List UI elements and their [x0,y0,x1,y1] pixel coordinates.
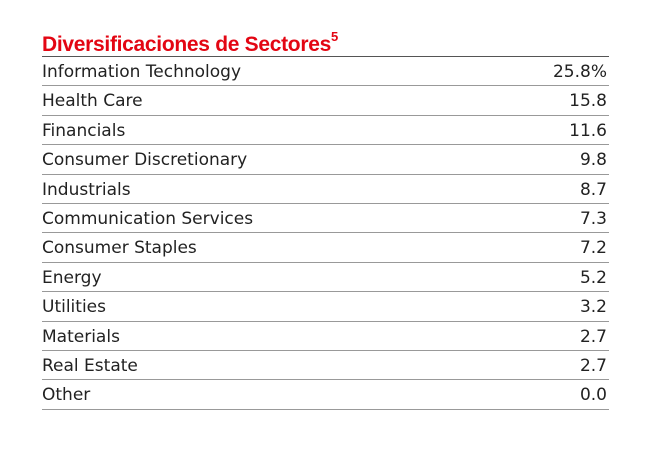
footnote-ref: 5 [330,29,338,44]
sector-label: Consumer Discretionary [42,150,248,171]
sector-value: 25.8% [552,62,607,82]
table-row: Energy 5.2 [42,263,609,293]
sector-label: Materials [42,326,120,347]
table-row: Consumer Discretionary 9.8 [42,145,609,175]
table-row: Materials 2.7 [42,322,609,351]
sector-label: Consumer Staples [42,238,197,259]
sector-value: 9.8 [579,150,607,171]
sector-value: 5.2 [579,267,607,288]
sector-label: Utilities [42,297,106,318]
sector-diversification: Diversificaciones de Sectores5 Informati… [42,22,609,410]
sector-label: Communication Services [42,208,254,229]
table-row: Other 0.0 [42,380,609,410]
sector-label: Energy [42,267,102,288]
sector-label: Financials [42,120,126,141]
sector-value: 11.6 [569,120,607,141]
sector-value: 0.0 [579,385,607,406]
sector-value: 2.7 [579,326,607,347]
sector-label: Other [42,385,91,406]
table-row: Communication Services 7.3 [42,204,609,234]
sector-value: 7.2 [579,238,607,259]
table-row: Financials 11.6 [42,116,609,146]
sector-value: 15.8 [569,91,607,112]
section-title: Diversificaciones de Sectores5 [42,22,609,56]
table-row: Utilities 3.2 [42,292,609,322]
sector-value: 3.2 [579,297,607,318]
sector-label: Real Estate [42,355,138,376]
table-row: Information Technology 25.8% [42,57,609,87]
title-text: Diversificaciones de Sectores [42,33,331,56]
sector-table: Information Technology 25.8% Health Care 15… [42,56,609,410]
sector-label: Information Technology [42,62,242,82]
table-row: Consumer Staples 7.2 [42,233,609,263]
table-row: Health Care 15.8 [42,86,609,116]
sector-value: 2.7 [579,355,607,376]
sector-value: 7.3 [579,208,607,229]
sector-label: Health Care [42,91,143,112]
table-row: Real Estate 2.7 [42,351,609,381]
sector-label: Industrials [42,179,131,200]
sector-value: 8.7 [579,179,607,200]
table-row: Industrials 8.7 [42,175,609,204]
